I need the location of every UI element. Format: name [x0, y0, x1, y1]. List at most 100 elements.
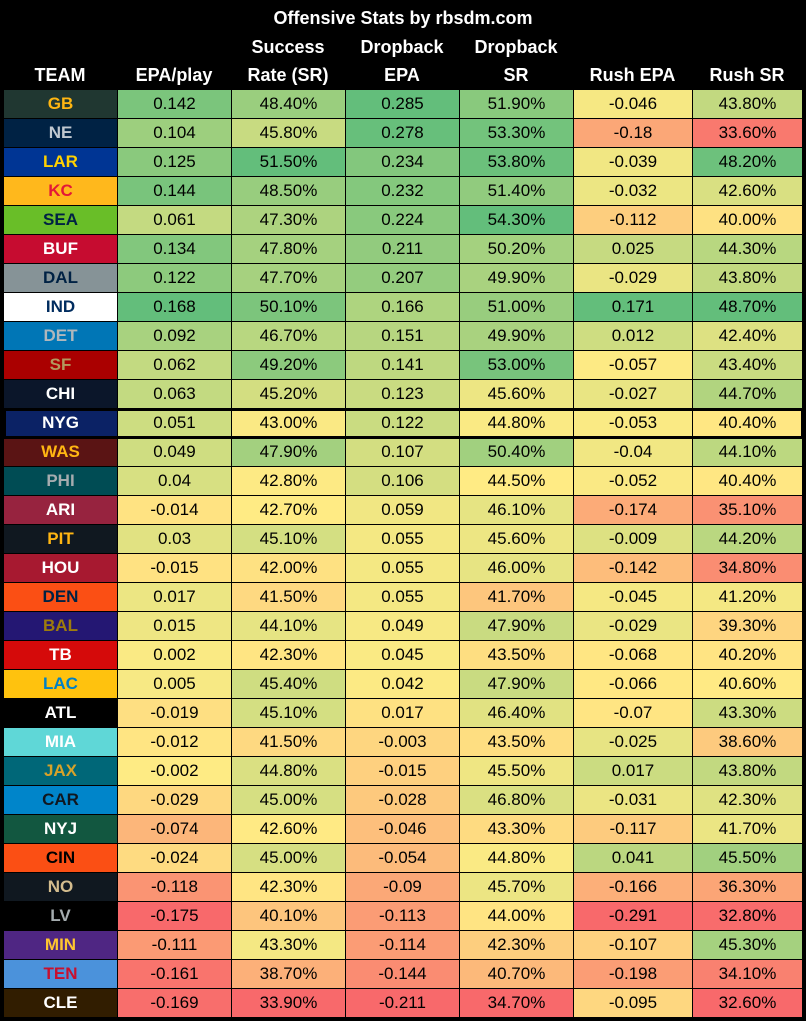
- header-rush-epa: Rush EPA: [573, 33, 692, 89]
- stat-cell-rush-sr: 44.30%: [692, 234, 803, 264]
- stat-cell-sr: 33.90%: [231, 988, 346, 1018]
- stat-cell-sr: 42.00%: [231, 553, 346, 583]
- stat-cell-db-epa: 0.166: [345, 292, 460, 322]
- stat-cell-rush-epa: -0.029: [573, 263, 693, 293]
- stat-cell-rush-epa: -0.045: [573, 582, 693, 612]
- chart-title: Offensive Stats by rbsdm.com: [273, 8, 533, 28]
- stat-cell-db-sr: 53.00%: [459, 350, 574, 380]
- stat-cell-sr: 45.20%: [231, 379, 346, 409]
- stat-cell-rush-sr: 40.40%: [692, 408, 803, 438]
- stat-cell-rush-epa: -0.046: [573, 89, 693, 119]
- stat-cell-db-sr: 49.90%: [459, 263, 574, 293]
- stat-cell-db-epa: -0.09: [345, 872, 460, 902]
- team-cell: CAR: [3, 785, 118, 815]
- stat-cell-db-sr: 46.10%: [459, 495, 574, 525]
- stat-cell-epa-play: -0.019: [117, 698, 232, 728]
- header-rush-sr: Rush SR: [692, 33, 802, 89]
- stat-cell-db-epa: 0.151: [345, 321, 460, 351]
- table-row: DEN 0.017 41.50% 0.055 41.70% -0.045 41.20%: [3, 582, 803, 612]
- stat-cell-db-epa: 0.049: [345, 611, 460, 641]
- stat-cell-epa-play: 0.002: [117, 640, 232, 670]
- stat-cell-rush-epa: -0.04: [573, 437, 693, 467]
- stat-cell-rush-epa: -0.039: [573, 147, 693, 177]
- table-row: CLE -0.169 33.90% -0.211 34.70% -0.095 32.60%: [3, 988, 803, 1018]
- team-cell: HOU: [3, 553, 118, 583]
- table-row: SEA 0.061 47.30% 0.224 54.30% -0.112 40.00%: [3, 205, 803, 235]
- stat-cell-rush-epa: -0.107: [573, 930, 693, 960]
- team-cell: DAL: [3, 263, 118, 293]
- stat-cell-rush-sr: 39.30%: [692, 611, 803, 641]
- stat-cell-db-epa: 0.106: [345, 466, 460, 496]
- table-row: NE 0.104 45.80% 0.278 53.30% -0.18 33.60%: [3, 118, 803, 148]
- stat-cell-db-sr: 46.00%: [459, 553, 574, 583]
- table-row: TB 0.002 42.30% 0.045 43.50% -0.068 40.20%: [3, 640, 803, 670]
- stat-cell-sr: 42.80%: [231, 466, 346, 496]
- header-success-rate-line2: Rate (SR): [247, 65, 329, 85]
- stat-cell-db-sr: 44.50%: [459, 466, 574, 496]
- stat-cell-db-sr: 43.50%: [459, 727, 574, 757]
- stat-cell-db-epa: -0.046: [345, 814, 460, 844]
- stat-cell-db-sr: 43.50%: [459, 640, 574, 670]
- stat-cell-rush-sr: 44.10%: [692, 437, 803, 467]
- stat-cell-rush-epa: -0.066: [573, 669, 693, 699]
- table-row: HOU -0.015 42.00% 0.055 46.00% -0.142 34.80%: [3, 553, 803, 583]
- stat-cell-rush-sr: 40.60%: [692, 669, 803, 699]
- stat-cell-epa-play: 0.015: [117, 611, 232, 641]
- stat-cell-sr: 42.60%: [231, 814, 346, 844]
- stat-cell-sr: 42.30%: [231, 640, 346, 670]
- stat-cell-epa-play: 0.04: [117, 466, 232, 496]
- team-cell: TEN: [3, 959, 118, 989]
- team-cell: CIN: [3, 843, 118, 873]
- stat-cell-epa-play: 0.092: [117, 321, 232, 351]
- stat-cell-rush-sr: 32.80%: [692, 901, 803, 931]
- stat-cell-rush-sr: 41.20%: [692, 582, 803, 612]
- stat-cell-db-epa: 0.224: [345, 205, 460, 235]
- stat-cell-sr: 45.10%: [231, 698, 346, 728]
- stat-cell-rush-sr: 45.50%: [692, 843, 803, 873]
- stat-cell-sr: 43.30%: [231, 930, 346, 960]
- table-row: NO -0.118 42.30% -0.09 45.70% -0.166 36.30%: [3, 872, 803, 902]
- team-cell: CHI: [3, 379, 118, 409]
- team-cell: SEA: [3, 205, 118, 235]
- stat-cell-sr: 41.50%: [231, 727, 346, 757]
- table-row: MIN -0.111 43.30% -0.114 42.30% -0.107 45.30%: [3, 930, 803, 960]
- stat-cell-sr: 47.80%: [231, 234, 346, 264]
- stat-cell-epa-play: -0.002: [117, 756, 232, 786]
- team-cell: NE: [3, 118, 118, 148]
- stat-cell-db-sr: 50.40%: [459, 437, 574, 467]
- team-cell: CLE: [3, 988, 118, 1018]
- stat-cell-epa-play: -0.029: [117, 785, 232, 815]
- stat-cell-db-sr: 50.20%: [459, 234, 574, 264]
- stat-cell-db-sr: 44.80%: [459, 408, 574, 438]
- stat-cell-db-sr: 43.30%: [459, 814, 574, 844]
- stat-cell-epa-play: -0.024: [117, 843, 232, 873]
- stat-cell-epa-play: 0.142: [117, 89, 232, 119]
- stat-cell-epa-play: 0.005: [117, 669, 232, 699]
- stat-cell-db-sr: 54.30%: [459, 205, 574, 235]
- table-row: JAX -0.002 44.80% -0.015 45.50% 0.017 43.80%: [3, 756, 803, 786]
- stat-cell-db-sr: 34.70%: [459, 988, 574, 1018]
- stat-cell-rush-epa: -0.053: [573, 408, 693, 438]
- stat-cell-rush-epa: 0.171: [573, 292, 693, 322]
- stat-cell-db-epa: 0.211: [345, 234, 460, 264]
- stat-cell-rush-epa: -0.025: [573, 727, 693, 757]
- stat-cell-db-sr: 49.90%: [459, 321, 574, 351]
- stat-cell-db-sr: 46.40%: [459, 698, 574, 728]
- stat-cell-rush-sr: 48.20%: [692, 147, 803, 177]
- stat-cell-rush-sr: 43.80%: [692, 756, 803, 786]
- team-cell: MIN: [3, 930, 118, 960]
- stat-cell-epa-play: -0.074: [117, 814, 232, 844]
- stat-cell-rush-epa: -0.174: [573, 495, 693, 525]
- table-row: CIN -0.024 45.00% -0.054 44.80% 0.041 45.50%: [3, 843, 803, 873]
- stat-cell-db-sr: 51.90%: [459, 89, 574, 119]
- stat-cell-rush-sr: 43.40%: [692, 350, 803, 380]
- stat-cell-epa-play: 0.168: [117, 292, 232, 322]
- stat-cell-db-epa: 0.234: [345, 147, 460, 177]
- header-team: TEAM: [3, 33, 117, 89]
- team-cell: WAS: [3, 437, 118, 467]
- table-row: IND 0.168 50.10% 0.166 51.00% 0.171 48.70%: [3, 292, 803, 322]
- table-row: PHI 0.04 42.80% 0.106 44.50% -0.052 40.40%: [3, 466, 803, 496]
- team-cell: TB: [3, 640, 118, 670]
- stat-cell-db-sr: 46.80%: [459, 785, 574, 815]
